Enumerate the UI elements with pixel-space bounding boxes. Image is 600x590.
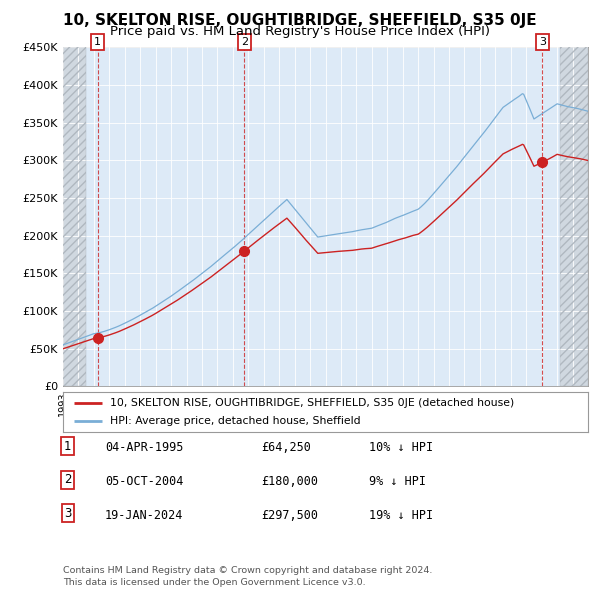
Text: 3: 3 bbox=[539, 37, 546, 47]
Text: 1: 1 bbox=[94, 37, 101, 47]
Bar bbox=[63, 47, 86, 386]
Text: 04-APR-1995: 04-APR-1995 bbox=[105, 441, 184, 454]
Text: Price paid vs. HM Land Registry's House Price Index (HPI): Price paid vs. HM Land Registry's House … bbox=[110, 25, 490, 38]
Text: £64,250: £64,250 bbox=[261, 441, 311, 454]
Text: 19% ↓ HPI: 19% ↓ HPI bbox=[369, 509, 433, 522]
Text: £180,000: £180,000 bbox=[261, 475, 318, 488]
Bar bbox=[63, 47, 86, 386]
Bar bbox=[560, 47, 588, 386]
Text: Contains HM Land Registry data © Crown copyright and database right 2024.
This d: Contains HM Land Registry data © Crown c… bbox=[63, 566, 433, 587]
Text: 2: 2 bbox=[241, 37, 248, 47]
Text: 10% ↓ HPI: 10% ↓ HPI bbox=[369, 441, 433, 454]
Text: 3: 3 bbox=[64, 507, 71, 520]
Text: 10, SKELTON RISE, OUGHTIBRIDGE, SHEFFIELD, S35 0JE (detached house): 10, SKELTON RISE, OUGHTIBRIDGE, SHEFFIEL… bbox=[110, 398, 515, 408]
Text: 05-OCT-2004: 05-OCT-2004 bbox=[105, 475, 184, 488]
Text: £297,500: £297,500 bbox=[261, 509, 318, 522]
Text: 19-JAN-2024: 19-JAN-2024 bbox=[105, 509, 184, 522]
Text: 1: 1 bbox=[64, 440, 71, 453]
Text: 10, SKELTON RISE, OUGHTIBRIDGE, SHEFFIELD, S35 0JE: 10, SKELTON RISE, OUGHTIBRIDGE, SHEFFIEL… bbox=[63, 13, 537, 28]
Text: 9% ↓ HPI: 9% ↓ HPI bbox=[369, 475, 426, 488]
Bar bbox=[560, 47, 588, 386]
Text: HPI: Average price, detached house, Sheffield: HPI: Average price, detached house, Shef… bbox=[110, 416, 361, 426]
Text: 2: 2 bbox=[64, 473, 71, 486]
